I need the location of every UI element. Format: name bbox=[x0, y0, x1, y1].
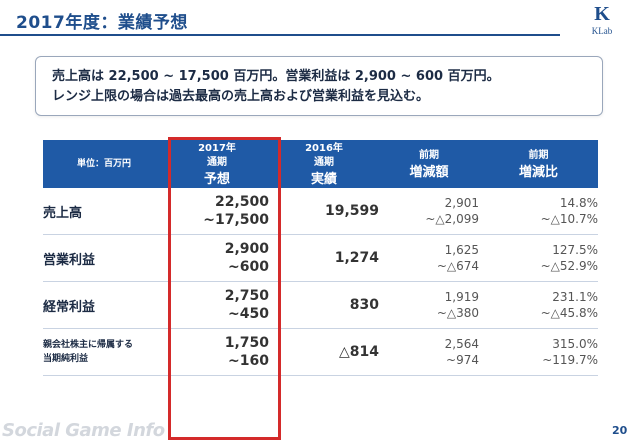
forecast-low: ~450 bbox=[228, 306, 269, 322]
klab-logo-mark: K bbox=[594, 3, 610, 25]
ratio-low: ~△45.8% bbox=[540, 306, 598, 320]
table-row: 売上高 22,500 ~17,500 19,599 2,901 ~△2,099 … bbox=[43, 188, 598, 235]
ratio-cell: 127.5% ~△52.9% bbox=[479, 234, 598, 282]
change-low: ~△2,099 bbox=[425, 212, 479, 226]
row-label: 営業利益 bbox=[43, 234, 165, 282]
summary-line-2: レンジ上限の場合は過去最高の売上高および営業利益を見込む。 bbox=[52, 89, 430, 104]
header-yoy-change: 前期 増減額 bbox=[379, 140, 479, 188]
header-change-top: 前期 bbox=[419, 149, 439, 161]
forecast-cell: 2,900 ~600 bbox=[165, 234, 269, 282]
change-cell: 1,625 ~△674 bbox=[379, 234, 479, 282]
change-low: ~△674 bbox=[436, 259, 479, 273]
actual-cell: 19,599 bbox=[269, 188, 379, 235]
ratio-cell: 14.8% ~△10.7% bbox=[479, 188, 598, 235]
forecast-high: 1,750 bbox=[224, 335, 269, 351]
header-2017-type: 予想 bbox=[203, 171, 230, 187]
table-row: 経常利益 2,750 ~450 830 1,919 ~△380 231.1% ~… bbox=[43, 281, 598, 329]
forecast-low: ~17,500 bbox=[203, 212, 269, 228]
forecast-high: 2,900 bbox=[224, 241, 269, 257]
header-change-big: 増減額 bbox=[409, 164, 449, 180]
change-low: ~974 bbox=[446, 353, 479, 367]
watermark: Social Game Info bbox=[2, 420, 165, 441]
klab-logo-text: KLab bbox=[591, 26, 613, 36]
row-label: 売上高 bbox=[43, 188, 165, 235]
ratio-high: 127.5% bbox=[552, 243, 598, 257]
forecast-low: ~600 bbox=[228, 259, 269, 275]
klab-logo: K KLab bbox=[572, 2, 632, 44]
table-row: 営業利益 2,900 ~600 1,274 1,625 ~△674 127.5%… bbox=[43, 234, 598, 282]
header-ratio-top: 前期 bbox=[528, 149, 549, 161]
ratio-high: 315.0% bbox=[552, 337, 598, 351]
forecast-cell: 1,750 ~160 bbox=[165, 328, 269, 376]
title-underline bbox=[0, 34, 560, 36]
change-low: ~△380 bbox=[436, 306, 479, 320]
actual-cell: 830 bbox=[269, 281, 379, 329]
header-2016-actual: 2016年 通期 実績 bbox=[269, 140, 379, 188]
ratio-cell: 231.1% ~△45.8% bbox=[479, 281, 598, 329]
summary-box: 売上高は 22,500 ~ 17,500 百万円。営業利益は 2,900 ~ 6… bbox=[35, 56, 603, 116]
change-cell: 2,901 ~△2,099 bbox=[379, 188, 479, 235]
change-high: 1,919 bbox=[444, 290, 479, 304]
header-2016-period: 通期 bbox=[314, 156, 334, 168]
header-2016-type: 実績 bbox=[310, 171, 337, 187]
header-yoy-ratio: 前期 増減比 bbox=[479, 140, 598, 188]
header-2017-forecast: 2017年 通期 予想 bbox=[165, 140, 269, 188]
actual-cell: 1,274 bbox=[269, 234, 379, 282]
forecast-low: ~160 bbox=[228, 353, 269, 369]
change-high: 2,564 bbox=[444, 337, 479, 351]
ratio-cell: 315.0% ~119.7% bbox=[479, 328, 598, 376]
row-label: 親会社株主に帰属する 当期純利益 bbox=[43, 328, 165, 376]
row-label-line-2: 当期純利益 bbox=[43, 354, 89, 364]
slide-title: 2017年度：業績予想 bbox=[16, 13, 188, 33]
ratio-low: ~△52.9% bbox=[540, 259, 598, 273]
page-number: 20 bbox=[612, 424, 628, 437]
header-2017-year: 2017年 bbox=[198, 142, 236, 154]
row-label: 経常利益 bbox=[43, 281, 165, 329]
ratio-low: ~△10.7% bbox=[540, 212, 598, 226]
table-row: 親会社株主に帰属する 当期純利益 1,750 ~160 △814 2,564 ~… bbox=[43, 328, 598, 376]
ratio-low: ~119.7% bbox=[542, 353, 598, 367]
change-cell: 1,919 ~△380 bbox=[379, 281, 479, 329]
header-2016-year: 2016年 bbox=[305, 142, 343, 154]
summary-line-1: 売上高は 22,500 ~ 17,500 百万円。営業利益は 2,900 ~ 6… bbox=[52, 69, 500, 84]
change-high: 1,625 bbox=[444, 243, 479, 257]
forecast-cell: 22,500 ~17,500 bbox=[165, 188, 269, 235]
header-2017-period: 通期 bbox=[207, 156, 227, 168]
row-label-line-1: 親会社株主に帰属する bbox=[43, 340, 134, 350]
change-high: 2,901 bbox=[444, 196, 479, 210]
ratio-high: 14.8% bbox=[559, 196, 598, 210]
forecast-cell: 2,750 ~450 bbox=[165, 281, 269, 329]
ratio-high: 231.1% bbox=[552, 290, 598, 304]
table-header-row: 単位：百万円 2017年 通期 予想 2016年 通期 実績 前期 増減額 前期… bbox=[43, 140, 598, 188]
forecast-high: 2,750 bbox=[224, 288, 269, 304]
unit-header: 単位：百万円 bbox=[43, 140, 165, 188]
forecast-high: 22,500 bbox=[214, 194, 269, 210]
forecast-table: 単位：百万円 2017年 通期 予想 2016年 通期 実績 前期 増減額 前期… bbox=[43, 140, 598, 376]
header-ratio-big: 増減比 bbox=[518, 164, 558, 180]
actual-cell: △814 bbox=[269, 328, 379, 376]
change-cell: 2,564 ~974 bbox=[379, 328, 479, 376]
